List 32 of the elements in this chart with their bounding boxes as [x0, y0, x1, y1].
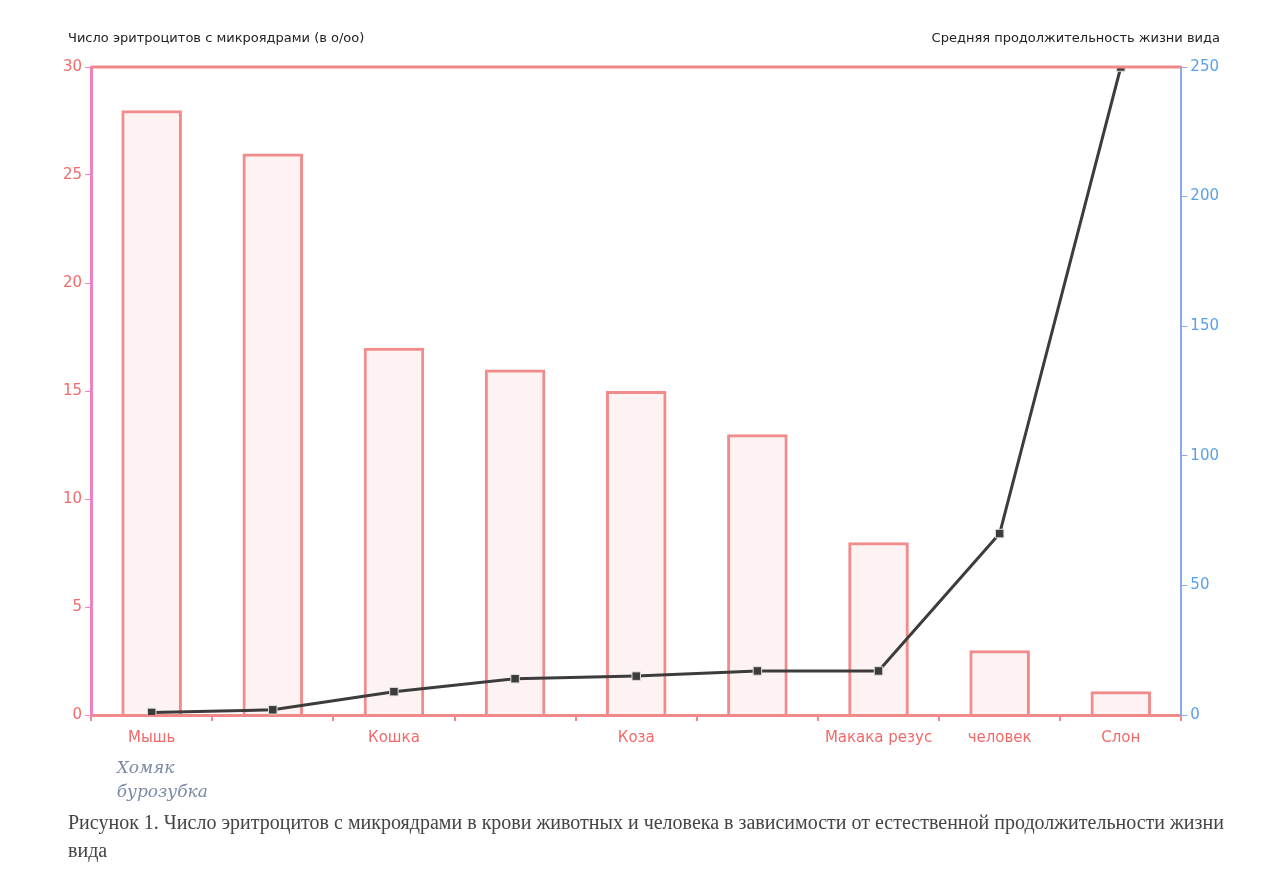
point	[389, 686, 399, 697]
point	[631, 671, 641, 681]
y2-tick-label: 200	[1190, 186, 1220, 205]
y2-tick-label: 150	[1190, 316, 1220, 335]
y2-tick-label: 250	[1190, 56, 1220, 75]
x-tick-label: человек	[967, 727, 1032, 746]
y-tick-label: 20	[62, 272, 83, 291]
y2-tick-label: 50	[1190, 575, 1210, 594]
point	[146, 707, 157, 715]
text: Хомяк	[116, 757, 175, 777]
text: Рисунок 1. Число эритроцитов с микроядрами в крови животных и человека в зависимости от естественной продолжительности жизни вида	[68, 810, 1225, 864]
x-tick-label: Мышь	[127, 727, 176, 746]
y-tick-label: 15	[62, 380, 83, 399]
x-tick-label: Макака резус	[824, 727, 933, 746]
x-tick-label: Кошка	[368, 727, 420, 746]
text: бурозубка	[116, 781, 208, 801]
y2-axis-title: Средняя продолжительность жизни вида	[931, 30, 1220, 45]
x-tick-label: Коза	[617, 727, 655, 746]
y2-tick-label: 0	[1190, 704, 1200, 723]
y2-tick-label: 100	[1190, 445, 1220, 464]
point	[268, 705, 278, 715]
y-tick-label: 30	[62, 56, 83, 75]
y-axis-title: Число эритроцитов с микроядрами (в о/оо)	[68, 30, 365, 45]
point	[510, 673, 520, 684]
y-tick-label: 5	[72, 596, 83, 615]
x-tick-label: Слон	[1101, 727, 1141, 746]
point	[752, 666, 763, 676]
point	[994, 528, 1005, 539]
point	[873, 666, 884, 676]
y-tick-label: 0	[72, 704, 83, 723]
y-tick-label: 25	[62, 164, 83, 183]
y-tick-label: 10	[62, 488, 83, 507]
